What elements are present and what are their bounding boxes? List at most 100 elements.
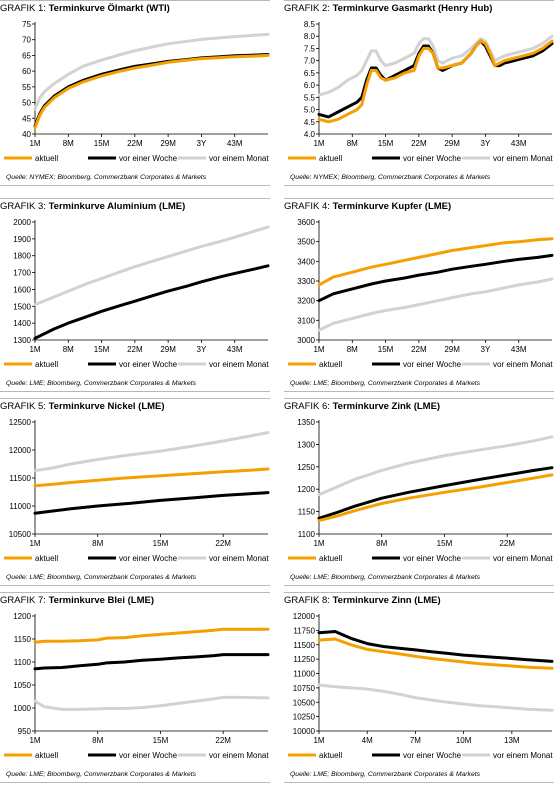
panel-top-rule [284,398,554,399]
legend-label-aktuell: aktuell [35,360,58,369]
y-tick-label: 1150 [14,635,32,644]
x-tick-label: 1M [313,539,324,548]
y-tick-label: 11500 [9,474,31,483]
panel-title: GRAFIK 4: Terminkurve Kupfer (LME) [284,201,451,212]
panel-title-prefix: GRAFIK 2: [284,3,330,14]
panel-top-rule [0,398,270,399]
y-tick-label: 3600 [297,218,315,227]
y-tick-label: 1100 [298,530,316,539]
source-note: Quelle: LME; Bloomberg, Commerzbank Corp… [290,771,481,778]
y-tick-label: 1000 [13,704,31,713]
y-tick-label: 45 [22,114,31,123]
panel-top-rule [0,592,270,593]
legend-label-monat: vor einem Monat [209,751,269,760]
y-tick-label: 11000 [293,670,315,679]
series-line-aktuell [317,637,554,670]
y-tick-label: 1300 [13,336,31,345]
y-tick-label: 1350 [297,418,315,427]
series-line-monat [33,32,270,111]
source-note: Quelle: NYMEX; Bloomberg, Commerzbank Co… [290,174,491,181]
x-tick-label: 29M [444,139,460,148]
y-tick-label: 11500 [293,641,315,650]
panel-title-prefix: GRAFIK 3: [0,201,46,212]
x-tick-label: 15M [153,736,169,745]
legend-label-monat: vor einem Monat [209,554,269,563]
y-tick-label: 2000 [13,218,31,227]
panel-title: GRAFIK 5: Terminkurve Nickel (LME) [0,401,165,412]
panel-title: GRAFIK 7: Terminkurve Blei (LME) [0,595,154,606]
panel-title-prefix: GRAFIK 6: [284,401,330,412]
series-line-aktuell [33,53,270,130]
x-tick-label: 29M [160,345,176,354]
y-tick-label: 6.0 [304,81,316,90]
series-line-monat [317,34,554,97]
line-chart: 40 45 50 55 60 65 70 75 1M 8M 15M 22M 29M 3Y 43M aktuel… [4,20,270,163]
panel-title-prefix: GRAFIK 7: [0,595,46,606]
y-tick-label: 12500 [9,418,32,427]
series-line-woche [317,253,554,303]
line-chart: 1300 1400 1500 1600 1700 1800 1900 2000 1M 8M 15M 2… [4,218,270,369]
panel-title-prefix: GRAFIK 8: [284,595,330,606]
y-tick-label: 11750 [293,626,315,635]
legend-label-monat: vor einem Monat [493,154,553,163]
x-tick-label: 15M [378,345,394,354]
legend-label-woche: vor einer Woche [403,554,462,563]
x-tick-label: 22M [127,139,143,148]
series-line-monat [33,695,270,711]
y-tick-label: 4.5 [304,118,316,127]
y-tick-label: 11250 [293,655,315,664]
source-note: Quelle: NYMEX; Bloomberg, Commerzbank Co… [6,174,207,181]
x-tick-label: 22M [411,345,427,354]
x-tick-label: 43M [511,345,527,354]
panel-title-text: Terminkurve Nickel (LME) [48,401,165,412]
x-tick-label: 1M [29,736,40,745]
x-tick-label: 15M [94,345,110,354]
x-tick-label: 43M [227,345,243,354]
y-tick-label: 11000 [9,502,31,511]
y-tick-label: 10750 [293,684,316,693]
chart-panel-2: GRAFIK 2: Terminkurve Gasmarkt (Henry Hu… [284,0,554,192]
y-tick-label: 1300 [297,440,315,449]
series-line-aktuell [317,39,554,124]
line-chart: 10500 11000 11500 12000 12500 1M 8M 15M 22M aktue… [4,418,270,563]
y-tick-label: 1700 [13,269,31,278]
series-line-monat [317,277,554,332]
x-tick-label: 10M [456,736,472,745]
x-tick-label: 1M [313,345,324,354]
series-line-monat [317,683,554,712]
x-tick-label: 7M [410,736,421,745]
panel-bottom-rule [284,185,554,186]
chart-panel-5: GRAFIK 5: Terminkurve Nickel (LME) Quelle… [0,398,270,592]
x-tick-label: 15M [378,139,394,148]
y-tick-label: 10500 [293,698,316,707]
legend-label-woche: vor einer Woche [403,360,462,369]
y-tick-label: 70 [22,36,31,45]
panel-title-text: Terminkurve Zink (LME) [332,401,441,412]
x-tick-label: 3Y [197,139,207,148]
legend-label-woche: vor einer Woche [119,751,178,760]
line-chart: 950 1000 1050 1100 1150 1200 1M 8M 15M 22M aktuell… [4,612,270,760]
x-tick-label: 1M [29,539,40,548]
y-tick-label: 1400 [13,319,31,328]
x-tick-label: 29M [160,139,176,148]
y-tick-label: 3400 [297,257,315,266]
line-chart: 10000 10250 10500 10750 11000 11250 11500 11750… [288,612,554,760]
legend-label-woche: vor einer Woche [403,154,462,163]
source-note: Quelle: LME; Bloomberg, Commerzbank Corp… [6,380,197,387]
y-tick-label: 8.5 [304,20,316,29]
legend-label-aktuell: aktuell [319,360,342,369]
y-tick-label: 4.0 [304,130,316,139]
y-tick-label: 55 [22,83,31,92]
panel-title: GRAFIK 8: Terminkurve Zinn (LME) [284,595,441,606]
y-tick-label: 3300 [297,277,315,286]
legend-label-monat: vor einem Monat [493,360,553,369]
panel-title: GRAFIK 1: Terminkurve Ölmarkt (WTI) [0,3,170,14]
panel-title: GRAFIK 3: Terminkurve Aluminium (LME) [0,201,185,212]
panel-bottom-rule [284,585,554,586]
y-tick-label: 1200 [297,485,315,494]
series-line-woche [33,264,270,340]
legend-label-monat: vor einem Monat [209,360,269,369]
y-tick-label: 1150 [298,508,316,517]
x-tick-label: 1M [313,139,324,148]
series-line-aktuell [317,473,554,523]
